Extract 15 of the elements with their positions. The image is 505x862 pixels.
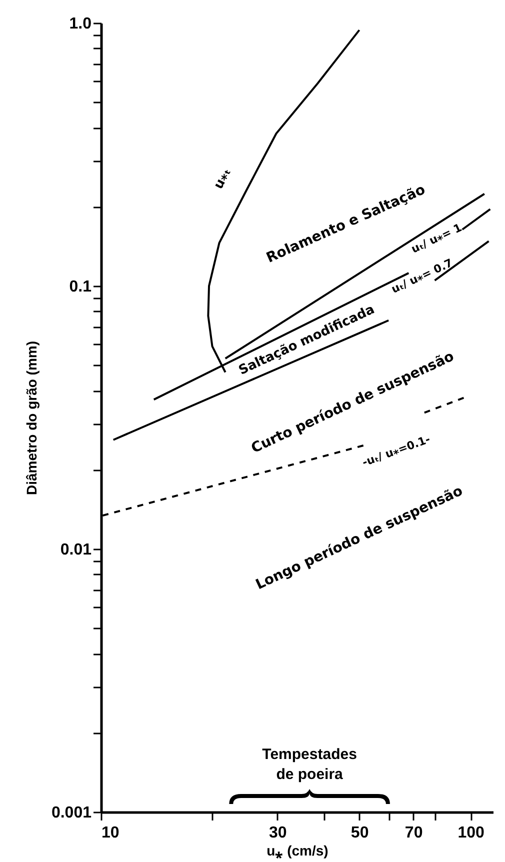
x-tick-label: 70: [404, 824, 423, 842]
x-tick-label: 100: [458, 824, 485, 842]
y-tick-label: 0.01: [60, 542, 92, 558]
annotation: u⁎ₜ: [211, 166, 234, 192]
x-tick-label: 50: [350, 824, 369, 842]
x-axis-title: u⁎ (cm/s): [266, 842, 328, 860]
y-axis-title: Diâmetro do grão (mm): [23, 340, 40, 496]
annotation: uₜ/ u⁎= 1: [409, 221, 464, 256]
y-tick-label: 1.0: [69, 16, 92, 32]
annotation: Tempestades de poeira: [262, 746, 357, 783]
y-tick-label: 0.1: [69, 278, 92, 296]
y-tick-label: 0.001: [51, 804, 92, 822]
x-tick-label: 30: [268, 824, 287, 842]
x-tick-label: 10: [102, 824, 120, 842]
annotation: uₜ/ u⁎= 0.7: [389, 256, 455, 296]
